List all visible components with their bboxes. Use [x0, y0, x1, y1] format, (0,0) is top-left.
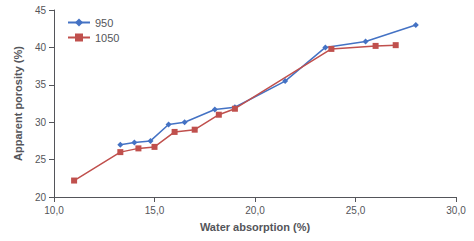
- svg-text:1050: 1050: [95, 32, 119, 44]
- svg-text:25: 25: [35, 154, 47, 165]
- svg-text:20,0: 20,0: [245, 205, 265, 216]
- svg-text:15,0: 15,0: [145, 205, 165, 216]
- svg-text:35: 35: [35, 79, 47, 90]
- svg-text:45: 45: [35, 5, 47, 16]
- svg-text:Water absorption (%): Water absorption (%): [200, 221, 311, 233]
- svg-text:Apparent porosity (%): Apparent porosity (%): [12, 46, 24, 161]
- svg-text:25,0: 25,0: [346, 205, 366, 216]
- svg-text:10,0: 10,0: [44, 205, 64, 216]
- svg-text:40: 40: [35, 42, 47, 53]
- svg-text:30,0: 30,0: [446, 205, 466, 216]
- svg-text:20: 20: [35, 192, 47, 203]
- svg-text:950: 950: [95, 17, 113, 29]
- svg-text:30: 30: [35, 117, 47, 128]
